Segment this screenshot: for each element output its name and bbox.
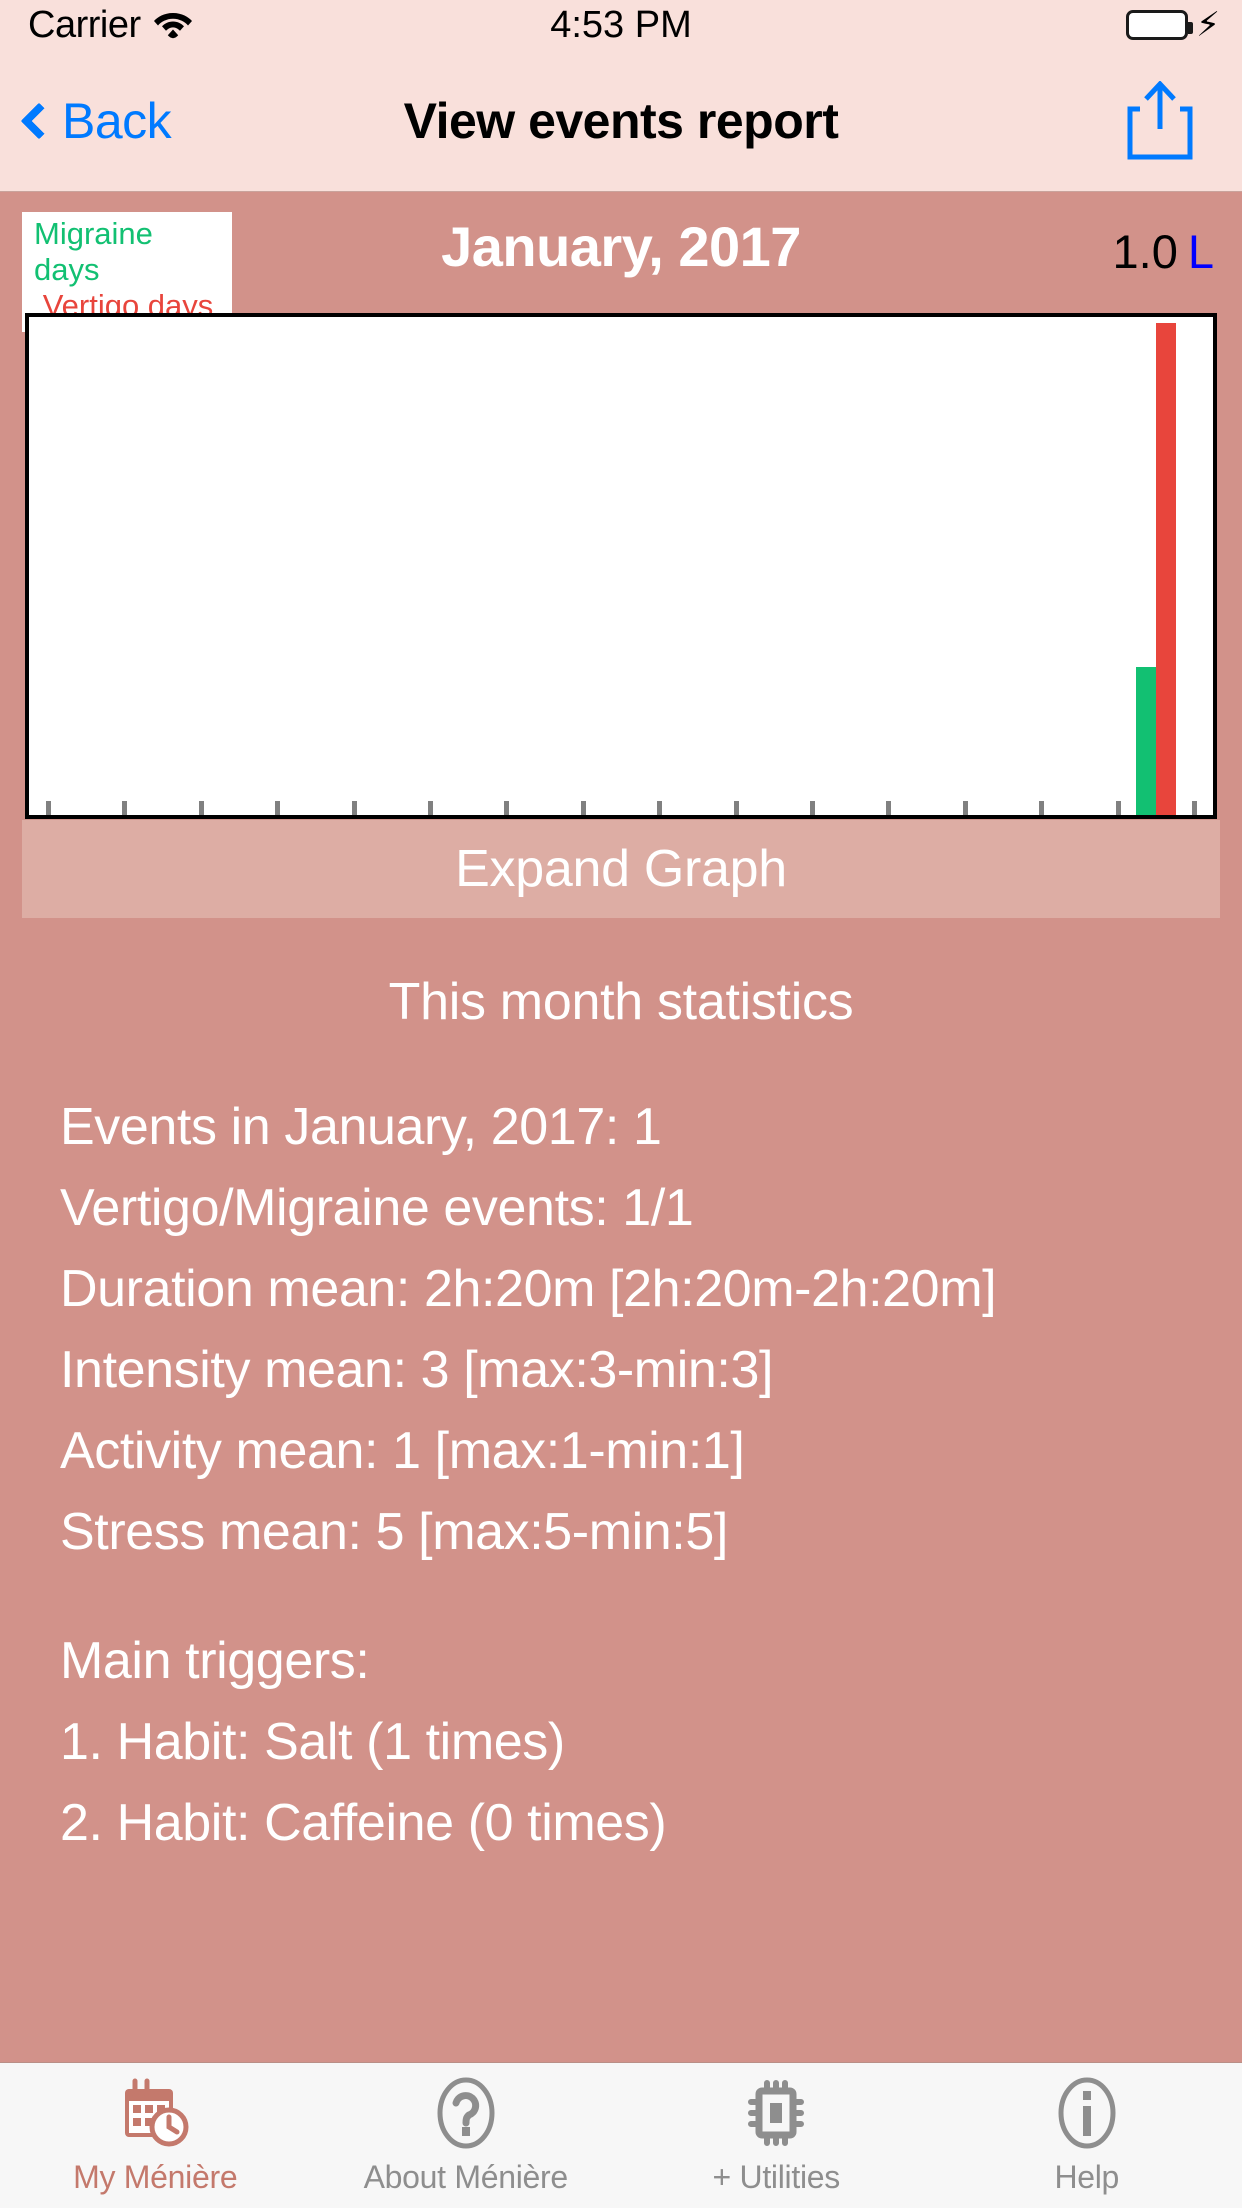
tab-label-help: Help: [1054, 2159, 1120, 2195]
spacer: [60, 1583, 1220, 1631]
page-title: View events report: [403, 92, 839, 149]
axis-tick: [275, 801, 281, 815]
lightning-bolt-icon: ⚡︎: [1196, 6, 1220, 44]
axis-tick: [1039, 801, 1045, 815]
scale-indicator: 1.0 L: [1113, 224, 1214, 279]
axis-tick: [428, 801, 434, 815]
statistics-line: Events in January, 2017: 1: [60, 1098, 662, 1156]
back-button-label: Back: [62, 92, 172, 149]
tab-my-meniere[interactable]: My Ménière: [0, 2063, 311, 2208]
share-icon: [1127, 79, 1193, 159]
axis-tick: [351, 801, 357, 815]
chart-bar: [1155, 323, 1176, 815]
events-bar-chart[interactable]: [25, 313, 1217, 819]
back-button[interactable]: Back: [20, 92, 172, 150]
chip-icon: [738, 2075, 814, 2151]
chart-plot-area: [29, 317, 1213, 815]
statistics-line: Intensity mean: 3 [max:3-min:3]: [60, 1341, 774, 1399]
month-title: January, 2017: [441, 215, 801, 278]
tab-label-utilities: + Utilities: [712, 2159, 841, 2195]
axis-tick: [809, 801, 815, 815]
status-bar-left: Carrier: [28, 4, 193, 47]
tab-utilities[interactable]: + Utilities: [621, 2063, 932, 2208]
status-bar-time: 4:53 PM: [550, 3, 692, 46]
axis-tick: [962, 801, 968, 815]
axis-tick: [580, 801, 586, 815]
tab-about-meniere[interactable]: About Ménière: [311, 2063, 622, 2208]
axis-tick: [46, 801, 52, 815]
triggers-heading: Main triggers:: [60, 1632, 370, 1690]
report-content: Migraine days Vertigo days January, 2017…: [0, 192, 1242, 2062]
status-bar-right: ⚡︎: [1126, 8, 1220, 42]
expand-graph-button[interactable]: Expand Graph: [22, 820, 1220, 918]
statistics-line: Stress mean: 5 [max:5-min:5]: [60, 1503, 728, 1561]
axis-tick: [657, 801, 663, 815]
question-circle-icon: [428, 2075, 504, 2151]
calendar-clock-icon: [117, 2075, 193, 2151]
tab-bar: My Ménière About Ménière: [0, 2062, 1242, 2208]
axis-tick: [886, 801, 892, 815]
statistics-list: Events in January, 2017: 1 Vertigo/Migrai…: [60, 1097, 1220, 1874]
legend-item-migraine: Migraine days: [34, 216, 153, 287]
info-circle-icon: [1049, 2075, 1125, 2151]
scale-unit: L: [1187, 225, 1214, 278]
chart-bar: [1135, 667, 1156, 815]
share-button[interactable]: [1124, 79, 1196, 161]
trigger-item: 2. Habit: Caffeine (0 times): [60, 1794, 667, 1852]
statistics-heading: This month statistics: [388, 973, 854, 1031]
tab-label-about-meniere: About Ménière: [363, 2159, 569, 2195]
axis-tick: [1115, 801, 1121, 815]
trigger-item: 1. Habit: Salt (1 times): [60, 1713, 565, 1771]
chart-legend: Migraine days Vertigo days: [22, 212, 232, 332]
axis-tick: [122, 801, 128, 815]
status-bar: Carrier 4:53 PM ⚡︎: [0, 0, 1242, 50]
navigation-bar: Back View events report: [0, 50, 1242, 192]
battery-icon: [1126, 10, 1194, 40]
tab-help[interactable]: Help: [932, 2063, 1242, 2208]
statistics-line: Vertigo/Migraine events: 1/1: [60, 1179, 694, 1237]
tab-label-my-meniere: My Ménière: [73, 2159, 238, 2195]
wifi-icon: [153, 7, 193, 44]
axis-tick: [198, 801, 204, 815]
axis-tick: [733, 801, 739, 815]
axis-tick: [504, 801, 510, 815]
statistics-line: Duration mean: 2h:20m [2h:20m-2h:20m]: [60, 1260, 997, 1318]
axis-tick: [1191, 801, 1197, 815]
carrier-label: Carrier: [28, 3, 141, 46]
statistics-line: Activity mean: 1 [max:1-min:1]: [60, 1422, 745, 1480]
scale-value: 1.0: [1112, 225, 1178, 278]
